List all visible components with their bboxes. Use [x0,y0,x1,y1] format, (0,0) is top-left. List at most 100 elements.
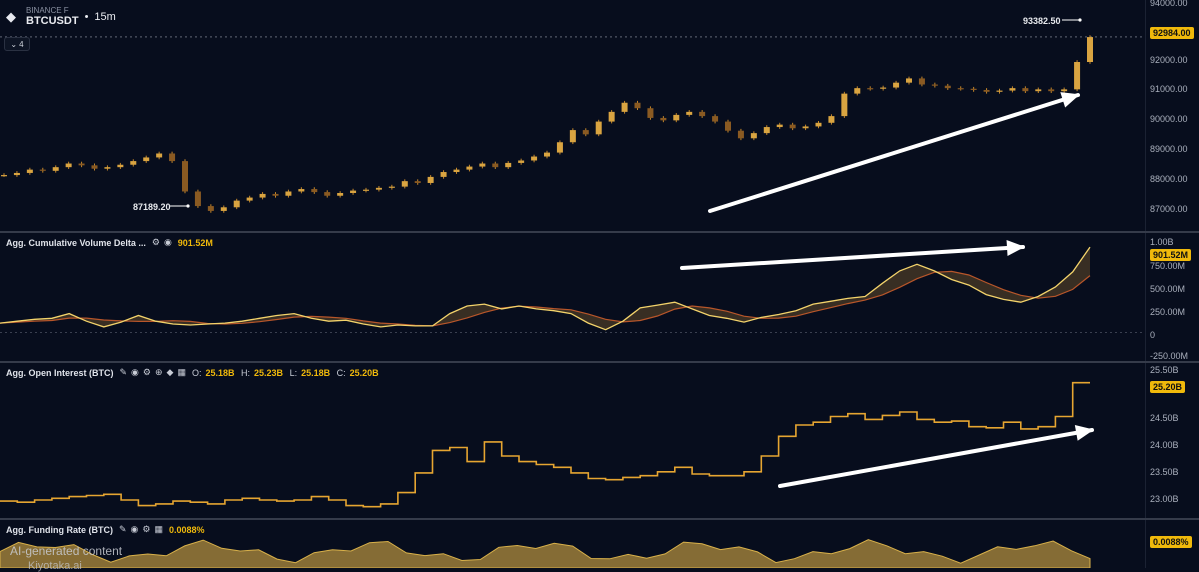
visibility-icon[interactable]: ◉ [163,237,172,247]
candle-body [996,90,1003,92]
candle-body [841,93,848,117]
cvd-pane[interactable]: Agg. Cumulative Volume Delta ... ⚙ ◉ 901… [0,233,1199,361]
candle-body [893,82,900,88]
candle-body [712,116,719,122]
grid-icon[interactable]: ▦ [177,367,186,377]
candle-body [143,157,150,162]
oi-axis-label: 23.00B [1150,494,1179,504]
candle-body [13,172,20,176]
candle-body [272,193,279,196]
candle-body [1009,88,1016,91]
oi-pane[interactable]: Agg. Open Interest (BTC) ✎ ◉ ⚙ ⊕ ◆ ▦ O: 2… [0,363,1199,518]
trend-arrow-shaft [778,428,1094,488]
oi-current-badge: 25.20B [1150,381,1186,393]
symbol-label[interactable]: BTCUSDT [26,15,79,27]
candle-body [802,126,809,129]
price-axis-label: 91000.00 [1150,84,1188,94]
price-axis-separator [1145,0,1146,568]
pencil-icon[interactable]: ✎ [118,524,127,534]
settings-icon[interactable]: ⚙ [142,367,151,377]
candle-body [311,189,318,193]
candle-body [91,165,98,169]
funding-chart[interactable] [0,520,1145,568]
oi-line [0,381,1090,508]
binance-icon[interactable]: ◆ [166,367,174,377]
price-axis-label: 88000.00 [1150,174,1188,184]
ohlc-open-label: O: [191,367,202,378]
funding-title[interactable]: Agg. Funding Rate (BTC) [6,524,113,535]
timeframe-separator: • [84,10,89,23]
settings-icon[interactable]: ⚙ [151,237,160,247]
candle-body [52,167,59,171]
candle-body [531,156,538,161]
candle-body [414,181,421,183]
price-chart[interactable] [0,0,1145,231]
grid-icon[interactable]: ▦ [154,524,163,534]
settings-icon[interactable]: ⚙ [142,524,151,534]
cvd-title[interactable]: Agg. Cumulative Volume Delta ... [6,237,146,248]
ohlc-low-label: L: [289,367,298,378]
candle-body [828,116,835,123]
candle-body [983,89,990,92]
candle-body [556,142,563,153]
binance-logo-icon: ◆ [6,8,16,24]
pencil-icon[interactable]: ✎ [119,367,128,377]
chart-header: ◆ BINANCE F BTCUSDT • 15m [6,6,116,27]
cvd-axis-label: 1.00B [1150,237,1174,247]
high-marker-dot [1078,18,1082,22]
price-axis-label: 87000.00 [1150,204,1188,214]
collapse-indicators-button[interactable]: ⌄ 4 [4,37,30,51]
cvd-line [0,246,1091,331]
visibility-icon[interactable]: ◉ [131,367,139,377]
candle-body [906,78,912,83]
oi-chart[interactable] [0,363,1145,518]
candle-body [375,187,382,190]
candle-body [763,127,770,134]
oi-ohlc: O: 25.18B H: 25.23B L: 25.18B C: 25.20B [192,368,383,378]
candle-body [1087,37,1093,63]
source-icon[interactable]: ⊕ [154,367,163,377]
candle-body [699,111,706,117]
trend-arrow-shaft [708,93,1080,213]
candle-body [1,175,7,177]
candle-body [750,133,757,139]
candle-body [582,130,589,135]
cvd-moving-average-line [0,270,1091,327]
candle-body [440,172,447,177]
legend-tools: ✎ ◉ ⚙ ⊕ ◆ ▦ [120,367,186,378]
candle-body [970,88,977,90]
ohlc-open: 25.18B [205,367,235,378]
price-pane[interactable]: ◆ BINANCE F BTCUSDT • 15m ⌄ 4 93382.50 8… [0,0,1199,231]
candle-body [1061,89,1068,92]
pane-divider[interactable] [0,231,1199,233]
candle-body [337,193,344,196]
pane-divider[interactable] [0,518,1199,520]
candle-body [363,189,369,191]
candle-body [1048,89,1055,92]
high-price-label: 93382.50 [1023,16,1061,26]
funding-pane[interactable]: Agg. Funding Rate (BTC) ✎ ◉ ⚙ ▦ 0.0088% … [0,520,1199,568]
pane-divider[interactable] [0,361,1199,363]
candle-body [815,122,822,127]
cvd-axis-label: 750.00M [1150,261,1186,271]
candle-body [298,189,305,192]
candle-body [182,161,188,192]
candle-body [104,167,111,169]
oi-title[interactable]: Agg. Open Interest (BTC) [6,367,114,378]
candle-body [944,85,951,89]
oi-axis-label: 25.50B [1150,365,1179,375]
candle-body [453,169,460,173]
candle-body [505,162,512,168]
price-axis-label: 89000.00 [1150,144,1188,154]
candle-body [776,124,783,128]
visibility-icon[interactable]: ◉ [130,524,139,534]
ohlc-low: 25.18B [301,367,331,378]
timeframe-label[interactable]: 15m [94,10,116,23]
candle-body [918,78,925,85]
trend-arrow-head [1074,424,1094,441]
price-axis-label: 94000.00 [1150,0,1188,8]
candle-body [854,88,861,94]
cvd-chart[interactable] [0,233,1145,361]
candle-body [725,121,731,131]
legend-tools: ✎ ◉ ⚙ ▦ [119,524,163,535]
